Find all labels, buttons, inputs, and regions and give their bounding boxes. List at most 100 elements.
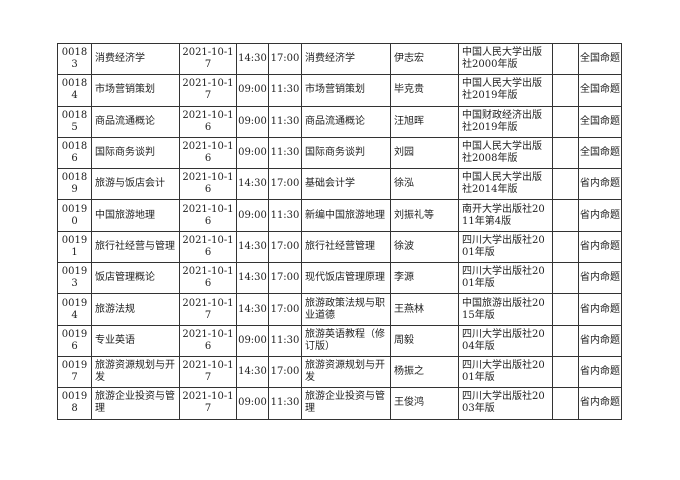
- start-time-cell: 09:00: [236, 105, 269, 138]
- course-name-cell: 国际商务谈判: [91, 136, 180, 170]
- course-name-cell: 市场营销策划: [91, 74, 180, 107]
- exam-type-cell: 省内命题: [578, 262, 622, 295]
- exam-type-cell: 全国命题: [578, 42, 622, 76]
- exam-date-cell: 2021-10-17: [179, 42, 237, 76]
- publisher-cell: 中国人民大学出版社2008年版: [458, 136, 553, 170]
- textbook-title-cell: 旅游英语教程（修订版）: [301, 324, 391, 357]
- note-cell: [552, 324, 579, 357]
- author-cell: 王俊鸿: [390, 387, 459, 420]
- note-cell: [552, 199, 579, 232]
- exam-date-cell: 2021-10-16: [179, 168, 237, 201]
- exam-date-cell: 2021-10-17: [179, 387, 237, 420]
- textbook-title-cell: 基础会计学: [301, 168, 391, 201]
- start-time-cell: 14:30: [236, 355, 269, 389]
- table-row: 00196 专业英语 2021-10-16 09:00 11:30 旅游英语教程（修订版）…: [57, 324, 622, 357]
- start-time-cell: 14:30: [236, 230, 269, 264]
- author-cell: 杨振之: [390, 355, 459, 389]
- end-time-cell: 11:30: [268, 324, 302, 357]
- publisher-cell: 中国人民大学出版社2014年版: [458, 168, 553, 201]
- end-time-cell: 11:30: [268, 387, 302, 420]
- table-row: 00193 饭店管理概论 2021-10-16 14:30 17:00 现代饭店管理原理李…: [57, 262, 622, 295]
- textbook-title-cell: 国际商务谈判: [301, 136, 391, 170]
- start-time-cell: 09:00: [236, 136, 269, 170]
- exam-date-cell: 2021-10-16: [179, 324, 237, 357]
- course-name-cell: 旅游资源规划与开发: [91, 355, 180, 389]
- end-time-cell: 17:00: [268, 262, 302, 295]
- table-row: 00183 消费经济学 2021-10-17 14:30 17:00 消费经济学 伊志宏 中国…: [57, 42, 622, 76]
- table-row: 00186 国际商务谈判 2021-10-16 09:00 11:30 国际商务谈判 刘园中…: [57, 136, 622, 170]
- course-code-cell: 00186: [57, 136, 92, 170]
- course-code-cell: 00190: [57, 199, 92, 232]
- end-time-cell: 11:30: [268, 74, 302, 107]
- textbook-title-cell: 消费经济学: [301, 42, 391, 76]
- author-cell: 汪旭晖: [390, 105, 459, 138]
- course-name-cell: 消费经济学: [91, 42, 180, 76]
- textbook-title-cell: 旅行社经营管理: [301, 230, 391, 264]
- exam-date-cell: 2021-10-16: [179, 105, 237, 138]
- course-name-cell: 商品流通概论: [91, 105, 180, 138]
- exam-date-cell: 2021-10-16: [179, 230, 237, 264]
- course-code-cell: 00196: [57, 324, 92, 357]
- author-cell: 李源: [390, 262, 459, 295]
- author-cell: 周毅: [390, 324, 459, 357]
- course-name-cell: 专业英语: [91, 324, 180, 357]
- note-cell: [552, 293, 579, 326]
- table-row: 00190 中国旅游地理 2021-10-16 09:00 11:30 新编中国旅游地理刘…: [57, 199, 622, 232]
- author-cell: 刘园: [390, 136, 459, 170]
- exam-date-cell: 2021-10-16: [179, 136, 237, 170]
- table-row: 00198 旅游企业投资与管理 2021-10-17 09:00 11:30 旅游企业投资…: [57, 387, 622, 420]
- exam-type-cell: 省内命题: [578, 293, 622, 326]
- publisher-cell: 四川大学出版社2001年版: [458, 230, 553, 264]
- textbook-title-cell: 市场营销策划: [301, 74, 391, 107]
- table-row: 00191 旅行社经营与管理 2021-10-16 14:30 17:00 旅行社经营管理…: [57, 230, 622, 264]
- note-cell: [552, 355, 579, 389]
- publisher-cell: 中国人民大学出版社2019年版: [458, 74, 553, 107]
- publisher-cell: 中国财政经济出版社2019年版: [458, 105, 553, 138]
- end-time-cell: 17:00: [268, 355, 302, 389]
- note-cell: [552, 262, 579, 295]
- textbook-title-cell: 新编中国旅游地理: [301, 199, 391, 232]
- table-row: 00194 旅游法规 2021-10-17 14:30 17:00 旅游政策法规与职业道德…: [57, 293, 622, 326]
- note-cell: [552, 168, 579, 201]
- exam-type-cell: 省内命题: [578, 168, 622, 201]
- publisher-cell: 四川大学出版社2001年版: [458, 355, 553, 389]
- author-cell: 伊志宏: [390, 42, 459, 76]
- course-name-cell: 旅游企业投资与管理: [91, 387, 180, 420]
- start-time-cell: 09:00: [236, 324, 269, 357]
- course-name-cell: 旅游与饭店会计: [91, 168, 180, 201]
- exam-date-cell: 2021-10-16: [179, 199, 237, 232]
- end-time-cell: 17:00: [268, 230, 302, 264]
- exam-schedule-table: 00183 消费经济学 2021-10-17 14:30 17:00 消费经济学 伊志宏 中国…: [57, 42, 622, 420]
- course-code-cell: 00189: [57, 168, 92, 201]
- exam-date-cell: 2021-10-17: [179, 355, 237, 389]
- start-time-cell: 14:30: [236, 42, 269, 76]
- author-cell: 徐泓: [390, 168, 459, 201]
- textbook-title-cell: 现代饭店管理原理: [301, 262, 391, 295]
- end-time-cell: 17:00: [268, 168, 302, 201]
- course-code-cell: 00198: [57, 387, 92, 420]
- start-time-cell: 09:00: [236, 199, 269, 232]
- exam-type-cell: 省内命题: [578, 324, 622, 357]
- publisher-cell: 中国人民大学出版社2000年版: [458, 42, 553, 76]
- course-code-cell: 00191: [57, 230, 92, 264]
- end-time-cell: 17:00: [268, 293, 302, 326]
- publisher-cell: 四川大学出版社2001年版: [458, 262, 553, 295]
- publisher-cell: 南开大学出版社2011年第4版: [458, 199, 553, 232]
- course-code-cell: 00184: [57, 74, 92, 107]
- course-name-cell: 中国旅游地理: [91, 199, 180, 232]
- course-name-cell: 旅行社经营与管理: [91, 230, 180, 264]
- publisher-cell: 四川大学出版社2004年版: [458, 324, 553, 357]
- publisher-cell: 四川大学出版社2003年版: [458, 387, 553, 420]
- start-time-cell: 09:00: [236, 74, 269, 107]
- exam-date-cell: 2021-10-16: [179, 262, 237, 295]
- exam-type-cell: 全国命题: [578, 136, 622, 170]
- start-time-cell: 09:00: [236, 387, 269, 420]
- exam-type-cell: 省内命题: [578, 387, 622, 420]
- course-code-cell: 00194: [57, 293, 92, 326]
- author-cell: 徐波: [390, 230, 459, 264]
- textbook-title-cell: 旅游资源规划与开发: [301, 355, 391, 389]
- exam-type-cell: 省内命题: [578, 230, 622, 264]
- publisher-cell: 中国旅游出版社2015年版: [458, 293, 553, 326]
- textbook-title-cell: 旅游政策法规与职业道德: [301, 293, 391, 326]
- start-time-cell: 14:30: [236, 262, 269, 295]
